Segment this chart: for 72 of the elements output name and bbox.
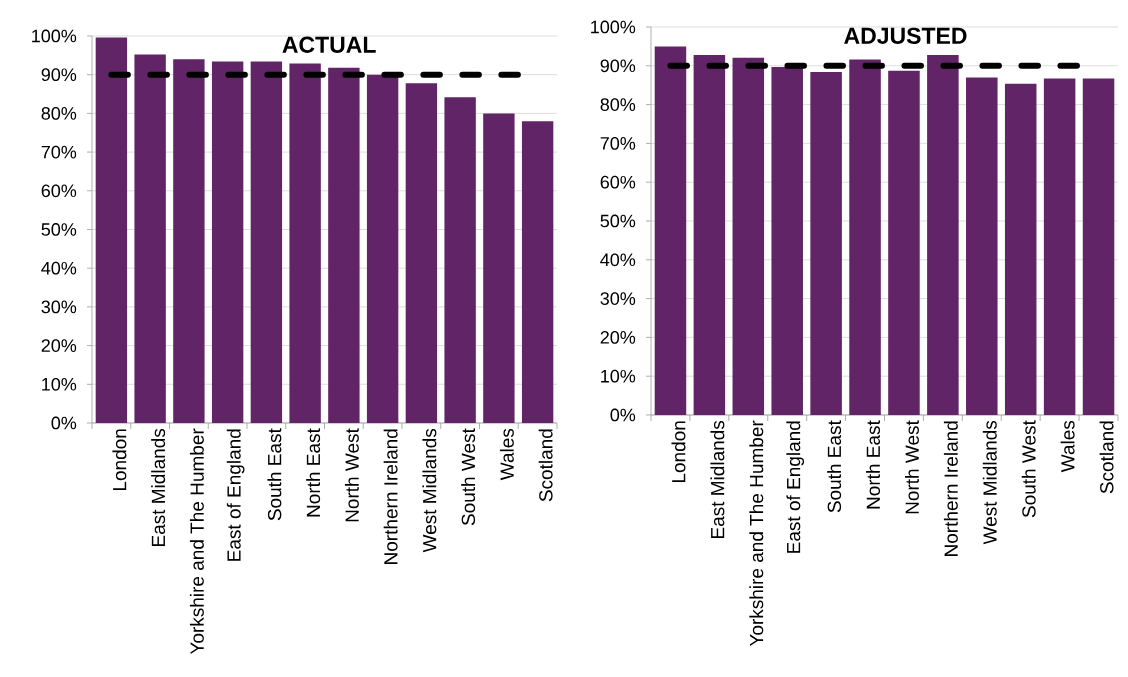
y-tick-label: 80% — [600, 98, 636, 111]
y-tick-label: 20% — [600, 331, 636, 344]
x-tick-label: North East — [866, 420, 881, 509]
x-tick-label: South West — [461, 428, 476, 526]
bar — [366, 74, 399, 423]
y-tick-label: 80% — [41, 107, 77, 120]
y-tick-label: 20% — [41, 339, 77, 352]
y-tick-label: 40% — [41, 261, 77, 275]
x-tick-label: Northern Ireland — [383, 429, 398, 564]
x-tick-label: South East — [827, 420, 842, 513]
bar — [1082, 78, 1115, 415]
bar — [927, 54, 959, 415]
bar — [405, 83, 438, 423]
chart-title: ADJUSTED — [844, 27, 967, 44]
x-tick-label: North East — [306, 428, 321, 517]
y-tick-label: 0% — [51, 416, 77, 430]
bar — [173, 59, 205, 423]
bar — [849, 59, 881, 415]
x-tick-label: North West — [344, 428, 359, 522]
x-tick-label: Wales — [499, 428, 514, 481]
bar — [328, 67, 360, 423]
y-tick-label: 90% — [600, 59, 636, 73]
y-tick-label: 50% — [41, 223, 77, 236]
x-tick-label: East Midlands — [151, 428, 166, 546]
bar — [1004, 83, 1037, 415]
y-tick-label: 70% — [41, 145, 77, 159]
x-tick-label: Yorkshire and The Humber — [749, 420, 764, 647]
y-tick-label: 40% — [600, 253, 636, 267]
x-tick-label: Northern Ireland — [943, 421, 958, 556]
y-tick-label: 100% — [591, 20, 636, 34]
bar — [521, 121, 554, 423]
bar — [732, 57, 765, 415]
bar — [211, 61, 244, 423]
bar — [966, 77, 998, 415]
y-tick-label: 70% — [600, 137, 636, 150]
bar — [654, 46, 687, 415]
y-tick-label: 60% — [600, 175, 636, 189]
x-tick-label: Yorkshire and The Humber — [189, 428, 204, 655]
x-tick-label: East of England — [226, 429, 245, 561]
x-tick-label: Scotland — [1099, 421, 1114, 494]
y-tick-label: 100% — [32, 29, 77, 43]
x-tick-label: East Midlands — [710, 420, 725, 538]
y-tick-label: 60% — [41, 184, 77, 198]
bar — [95, 37, 128, 423]
bar — [250, 61, 283, 423]
y-tick-label: 30% — [600, 292, 636, 305]
y-tick-label: 90% — [41, 68, 77, 82]
x-tick-label: West Midlands — [982, 420, 997, 545]
chart-title: ACTUAL — [282, 36, 376, 53]
bar — [771, 66, 803, 415]
x-tick-label: Scotland — [538, 429, 553, 502]
bar — [483, 113, 515, 423]
x-tick-label: London — [112, 429, 127, 491]
y-tick-label: 10% — [601, 369, 636, 383]
x-tick-label: East of England — [786, 421, 805, 553]
y-tick-label: 50% — [600, 214, 636, 228]
x-tick-label: West Midlands — [422, 428, 437, 553]
y-tick-label: 30% — [41, 300, 77, 314]
bar — [888, 70, 920, 415]
x-tick-label: North West — [904, 420, 919, 514]
bar — [1043, 78, 1076, 415]
x-tick-label: South East — [267, 428, 282, 521]
bar — [289, 63, 321, 423]
bar — [693, 54, 726, 415]
y-tick-label: 0% — [610, 408, 636, 422]
bar — [810, 72, 842, 415]
bar — [444, 97, 476, 423]
x-tick-label: Wales — [1060, 420, 1075, 473]
bar — [134, 54, 166, 423]
x-tick-label: London — [671, 421, 686, 483]
y-tick-label: 10% — [42, 377, 77, 391]
x-tick-label: South West — [1021, 420, 1036, 518]
